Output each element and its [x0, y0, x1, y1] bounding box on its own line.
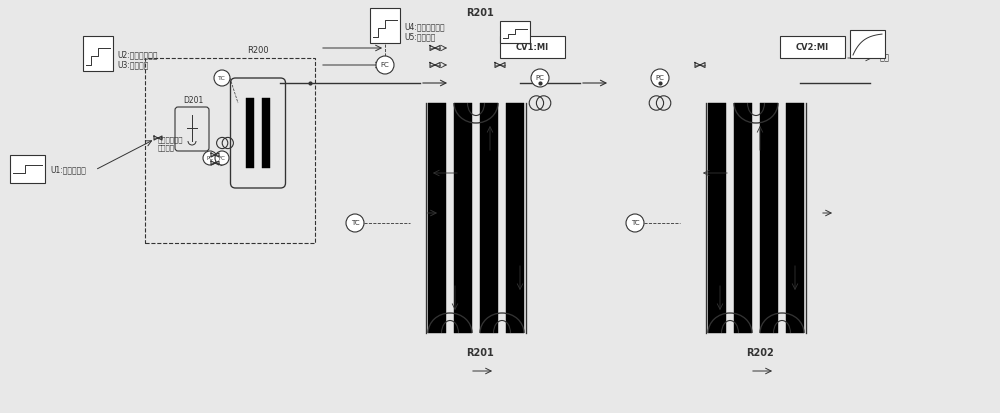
Bar [10, 155, 45, 183]
Circle shape [203, 151, 217, 165]
Bar [145, 58, 315, 243]
Text: CV1:MI: CV1:MI [515, 43, 549, 52]
Circle shape [214, 70, 230, 86]
Circle shape [346, 214, 364, 232]
Text: U2:丙烯单体流率: U2:丙烯单体流率 [117, 50, 158, 59]
Bar [760, 103, 778, 333]
Bar [786, 103, 804, 333]
Text: R201: R201 [466, 8, 494, 18]
Text: 氢气流率: 氢气流率 [158, 145, 175, 151]
Text: U5:氢气流率: U5:氢气流率 [404, 33, 435, 41]
Bar [246, 98, 254, 168]
Text: R201: R201 [466, 348, 494, 358]
Text: D201: D201 [183, 96, 203, 105]
Bar [708, 103, 726, 333]
Circle shape [215, 151, 229, 165]
Text: FC: FC [219, 156, 225, 161]
Text: U3:氢气流率: U3:氢气流率 [117, 60, 148, 69]
Text: PC: PC [536, 75, 544, 81]
Text: TC: TC [351, 220, 359, 226]
Circle shape [376, 56, 394, 74]
Bar [262, 98, 270, 168]
Bar [83, 36, 113, 71]
Bar [500, 21, 530, 43]
Bar [850, 30, 885, 58]
Text: TC: TC [631, 220, 639, 226]
Bar [428, 103, 446, 333]
Bar [734, 103, 752, 333]
Bar [454, 103, 472, 333]
Text: U1:催化剂流率: U1:催化剂流率 [50, 166, 86, 175]
Text: TC: TC [218, 76, 226, 81]
Text: 闪蒸: 闪蒸 [880, 54, 890, 62]
Text: PC: PC [207, 156, 214, 161]
Bar [500, 36, 565, 58]
Bar [506, 103, 524, 333]
Text: R200: R200 [247, 46, 269, 55]
Text: CV2:MI: CV2:MI [795, 43, 829, 52]
Circle shape [531, 69, 549, 87]
Text: U4:丙烯单体流率: U4:丙烯单体流率 [404, 22, 445, 31]
Text: 丙烯单体流率: 丙烯单体流率 [158, 136, 184, 143]
Text: PC: PC [656, 75, 664, 81]
Circle shape [651, 69, 669, 87]
Bar [780, 36, 845, 58]
Bar [480, 103, 498, 333]
Text: FC: FC [381, 62, 389, 68]
Text: R202: R202 [746, 348, 774, 358]
Circle shape [626, 214, 644, 232]
Bar [370, 8, 400, 43]
